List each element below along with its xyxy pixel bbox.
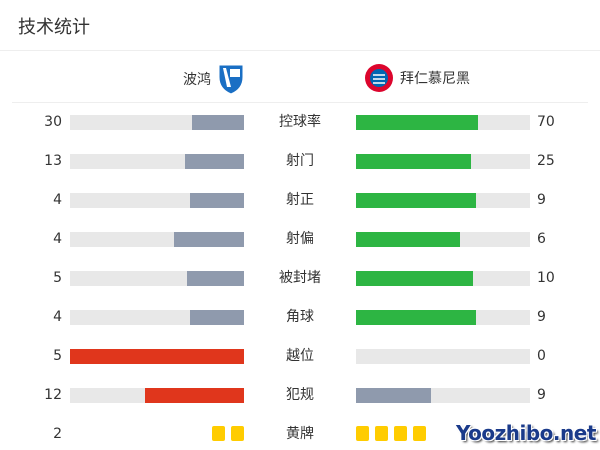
away-value: 0 <box>537 348 546 364</box>
away-bar-fill <box>356 232 461 247</box>
watermark: Yoozhibo.net <box>456 421 596 445</box>
away-bar-track <box>356 115 530 130</box>
home-value: 12 <box>44 387 62 403</box>
home-value: 30 <box>44 114 62 130</box>
home-bar-track <box>70 193 244 208</box>
away-bar-track <box>356 349 530 364</box>
away-team: 拜仁慕尼黑 <box>364 63 470 93</box>
away-team-name: 拜仁慕尼黑 <box>400 71 470 87</box>
stat-label: 被封堵 <box>279 270 321 286</box>
home-value: 13 <box>44 153 62 169</box>
stat-label: 射正 <box>286 192 314 208</box>
stat-row: 4 射偏 6 <box>0 229 600 249</box>
home-team: 波鸿 <box>183 63 245 95</box>
away-value: 6 <box>537 231 546 247</box>
divider <box>12 102 588 103</box>
home-bar-track <box>70 115 244 130</box>
home-bar-fill <box>70 349 244 364</box>
home-bar-track <box>70 388 244 403</box>
home-bar-fill <box>174 232 244 247</box>
away-bar-track <box>356 310 530 325</box>
away-bar-fill <box>356 271 473 286</box>
away-bar-fill <box>356 388 431 403</box>
yellow-card-icon <box>394 426 407 441</box>
yellow-card-icon <box>375 426 388 441</box>
divider <box>0 50 600 51</box>
stat-row: 4 射正 9 <box>0 190 600 210</box>
away-value: 70 <box>537 114 555 130</box>
stat-row: 30 控球率 70 <box>0 112 600 132</box>
stat-label: 犯规 <box>286 387 314 403</box>
home-value: 5 <box>53 270 62 286</box>
away-yellow-cards <box>356 426 426 441</box>
home-value: 4 <box>53 309 62 325</box>
home-bar-track <box>70 310 244 325</box>
away-bar-fill <box>356 310 477 325</box>
away-bar-track <box>356 271 530 286</box>
stat-row: 5 被封堵 10 <box>0 268 600 288</box>
stat-row: 5 越位 0 <box>0 346 600 366</box>
stat-label: 控球率 <box>279 114 321 130</box>
away-bar-fill <box>356 154 471 169</box>
home-value: 4 <box>53 192 62 208</box>
home-bar-track <box>70 232 244 247</box>
away-bar-track <box>356 388 530 403</box>
stat-label: 黄牌 <box>286 426 314 442</box>
stat-label: 射门 <box>286 153 314 169</box>
yellow-card-icon <box>356 426 369 441</box>
away-bar-fill <box>356 115 478 130</box>
yellow-card-icon <box>212 426 225 441</box>
away-bar-fill <box>356 193 477 208</box>
home-bar-fill <box>190 193 244 208</box>
home-value: 2 <box>53 426 62 442</box>
home-bar-track <box>70 154 244 169</box>
home-bar-track <box>70 271 244 286</box>
yellow-card-icon <box>231 426 244 441</box>
stat-row: 12 犯规 9 <box>0 385 600 405</box>
home-value: 5 <box>53 348 62 364</box>
stat-label: 角球 <box>286 309 314 325</box>
home-bar-fill <box>190 310 244 325</box>
home-bar-fill <box>191 115 244 130</box>
away-value: 9 <box>537 309 546 325</box>
stat-row: 13 射门 25 <box>0 151 600 171</box>
home-value: 4 <box>53 231 62 247</box>
away-value: 25 <box>537 153 555 169</box>
away-bar-track <box>356 154 530 169</box>
away-value: 9 <box>537 387 546 403</box>
home-team-name: 波鸿 <box>183 72 211 88</box>
away-value: 9 <box>537 192 546 208</box>
bayern-crest-icon <box>365 64 393 92</box>
home-bar-fill <box>184 154 244 169</box>
bochum-crest-icon <box>218 64 244 95</box>
home-yellow-cards <box>212 426 244 441</box>
away-value: 10 <box>537 270 555 286</box>
yellow-cards-row: 2 黄牌 <box>0 424 600 444</box>
stat-label: 射偏 <box>286 231 314 247</box>
page-title: 技术统计 <box>18 17 90 38</box>
home-bar-fill <box>186 271 244 286</box>
away-bar-track <box>356 193 530 208</box>
away-bar-track <box>356 232 530 247</box>
stat-label: 越位 <box>286 348 314 364</box>
home-bar-track <box>70 349 244 364</box>
yellow-card-icon <box>413 426 426 441</box>
home-bar-fill <box>144 388 244 403</box>
stat-row: 4 角球 9 <box>0 307 600 327</box>
